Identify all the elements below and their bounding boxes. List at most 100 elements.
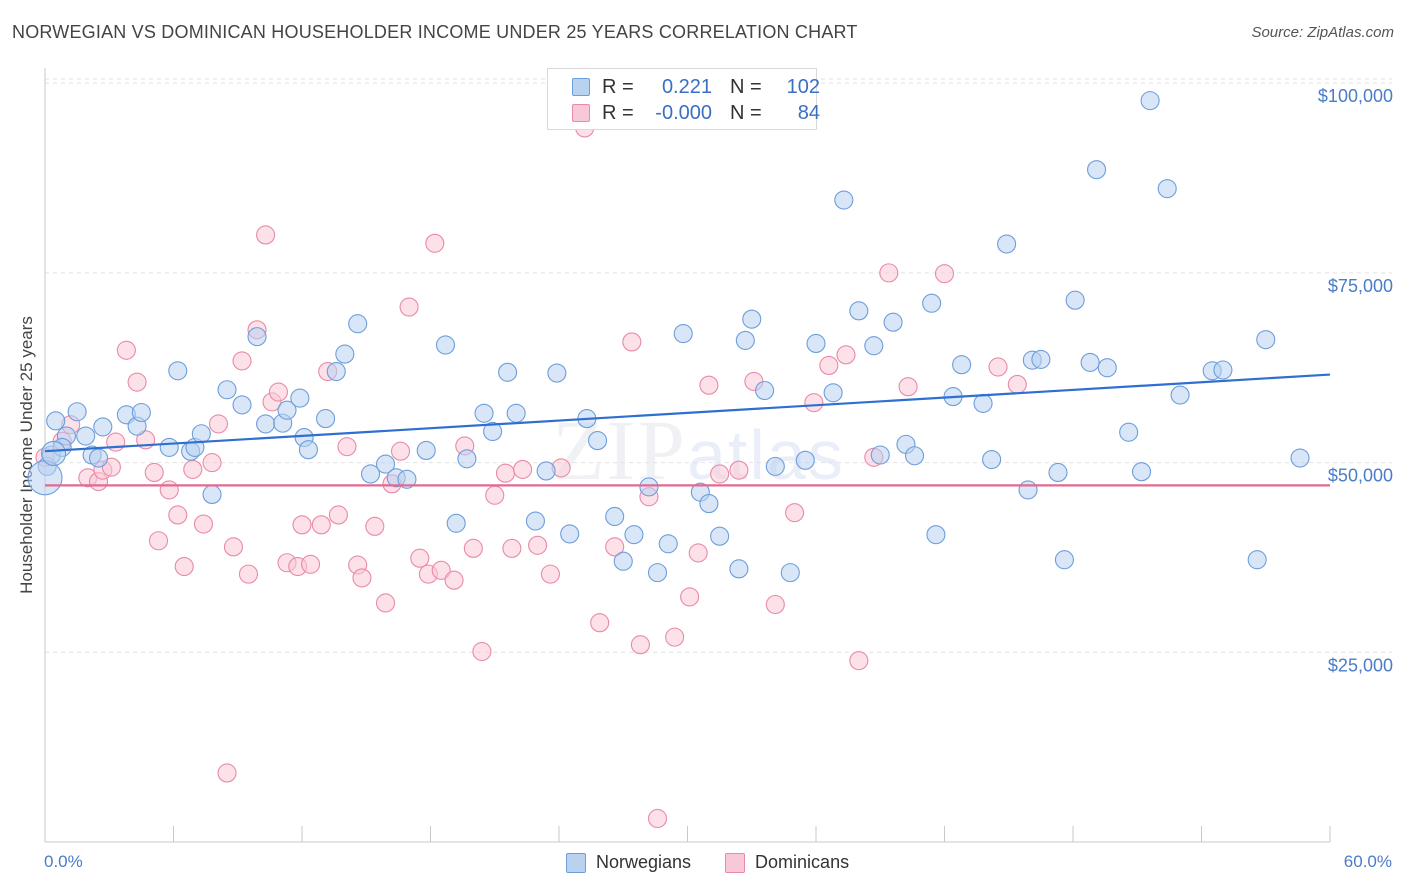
dominican-point xyxy=(410,548,430,568)
legend-item-dominicans[interactable]: Dominicans xyxy=(725,852,849,873)
y-tick-labels: $25,000 $50,000 $75,000 $100,000 xyxy=(1318,86,1393,675)
dominican-point xyxy=(528,535,548,555)
dominican-point xyxy=(127,372,147,392)
norwegian-point xyxy=(560,524,580,544)
norwegian-point xyxy=(904,446,925,466)
dominican-point xyxy=(819,355,839,376)
dominican-point xyxy=(804,393,824,413)
norwegian-point xyxy=(498,362,518,382)
norwegian-point xyxy=(483,421,503,442)
dominican-point xyxy=(988,357,1008,377)
norwegian-point xyxy=(131,402,151,423)
norwegian-point xyxy=(735,330,755,350)
dominican-point xyxy=(116,340,136,360)
dominican-point xyxy=(292,515,312,535)
norwegian-point xyxy=(1018,480,1038,500)
norwegian-point xyxy=(883,312,903,332)
dominican-point xyxy=(836,345,856,365)
norwegian-point xyxy=(67,402,87,422)
dominican-point xyxy=(337,437,357,457)
norwegian-point xyxy=(536,461,556,481)
norwegian-point xyxy=(624,525,644,545)
chart-title: NORWEGIAN VS DOMINICAN HOUSEHOLDER INCOM… xyxy=(12,22,858,42)
legend-label-dominicans: Dominicans xyxy=(755,852,850,872)
norwegian-point xyxy=(982,450,1002,470)
norwegian-point xyxy=(1031,349,1051,369)
dominican-point xyxy=(256,225,276,245)
trend-lines xyxy=(44,373,1331,487)
norwegian-point xyxy=(298,440,318,460)
dominican-point xyxy=(849,651,869,671)
norwegian-point xyxy=(416,440,436,460)
norwegian-point xyxy=(834,190,854,210)
legend-row-norwegians: R = 0.221 N = 102 xyxy=(572,74,820,100)
norwegian-point xyxy=(1097,358,1117,378)
dominican-point xyxy=(485,485,505,505)
norwegian-point xyxy=(93,417,113,437)
norwegian-point xyxy=(870,445,890,465)
norwegian-point xyxy=(639,477,659,497)
dominican-point xyxy=(159,480,179,500)
dominican-point xyxy=(729,460,749,480)
dominican-point xyxy=(390,441,411,461)
dominican-point xyxy=(765,594,785,615)
r-label: R = xyxy=(602,75,634,98)
norwegian-point xyxy=(780,563,800,583)
dominican-point xyxy=(680,587,700,607)
norwegian-point xyxy=(290,388,310,408)
dominican-point xyxy=(238,564,259,584)
x-axis-max-label: 60.0% xyxy=(1343,852,1392,871)
norwegian-point xyxy=(587,431,608,451)
norwegians-swatch xyxy=(566,852,586,873)
norwegian-point xyxy=(1247,550,1267,570)
chart-source: Source: ZipAtlas.com xyxy=(1251,24,1394,41)
norwegian-point xyxy=(1170,385,1190,405)
norwegian-point xyxy=(658,534,678,554)
norwegian-point xyxy=(191,424,211,444)
norwegian-point xyxy=(525,511,545,531)
dominican-point xyxy=(202,453,222,473)
dominican-point xyxy=(590,613,610,633)
dominican-point xyxy=(425,233,445,253)
dominican-point xyxy=(183,459,203,479)
norwegian-point xyxy=(973,393,993,413)
norwegian-point xyxy=(926,525,946,545)
norwegian-point xyxy=(997,234,1017,254)
norwegian-point xyxy=(605,506,625,527)
dominican-point xyxy=(647,808,668,829)
norwegian-point xyxy=(360,464,381,484)
dominican-point xyxy=(1007,374,1027,394)
dominican-point xyxy=(622,332,642,352)
legend-item-norwegians[interactable]: Norwegians xyxy=(566,852,691,873)
norwegian-point xyxy=(202,484,222,505)
norwegian-point xyxy=(397,469,417,489)
dominican-point xyxy=(898,377,918,397)
norwegian-point xyxy=(864,336,884,356)
dominican-point xyxy=(399,297,419,317)
dominican-point xyxy=(144,462,164,483)
norwegian-point xyxy=(457,449,477,469)
norwegians-points xyxy=(27,91,1310,583)
norwegian-point xyxy=(1087,160,1107,180)
norwegian-point xyxy=(1131,462,1152,482)
r-value: -0.000 xyxy=(655,101,712,124)
norwegian-point xyxy=(88,448,109,468)
dominican-point xyxy=(463,538,483,558)
dominican-point xyxy=(352,568,372,588)
n-label: N = xyxy=(730,101,762,124)
dominican-point xyxy=(223,537,244,557)
norwegian-point xyxy=(952,355,972,375)
r-value: 0.221 xyxy=(661,75,712,98)
norwegian-cluster-point xyxy=(27,460,63,496)
dominican-point xyxy=(934,264,955,284)
r-label: R = xyxy=(602,101,634,124)
dominican-point xyxy=(710,464,730,484)
n-value: 102 xyxy=(786,75,820,98)
y-tick-label: $75,000 xyxy=(1328,276,1393,296)
norwegian-point xyxy=(46,411,66,431)
dominican-point xyxy=(365,516,385,536)
dominican-point xyxy=(232,351,252,371)
dominican-point xyxy=(502,538,522,558)
legend-label-norwegians: Norwegians xyxy=(596,852,692,872)
dominican-point xyxy=(665,627,685,647)
